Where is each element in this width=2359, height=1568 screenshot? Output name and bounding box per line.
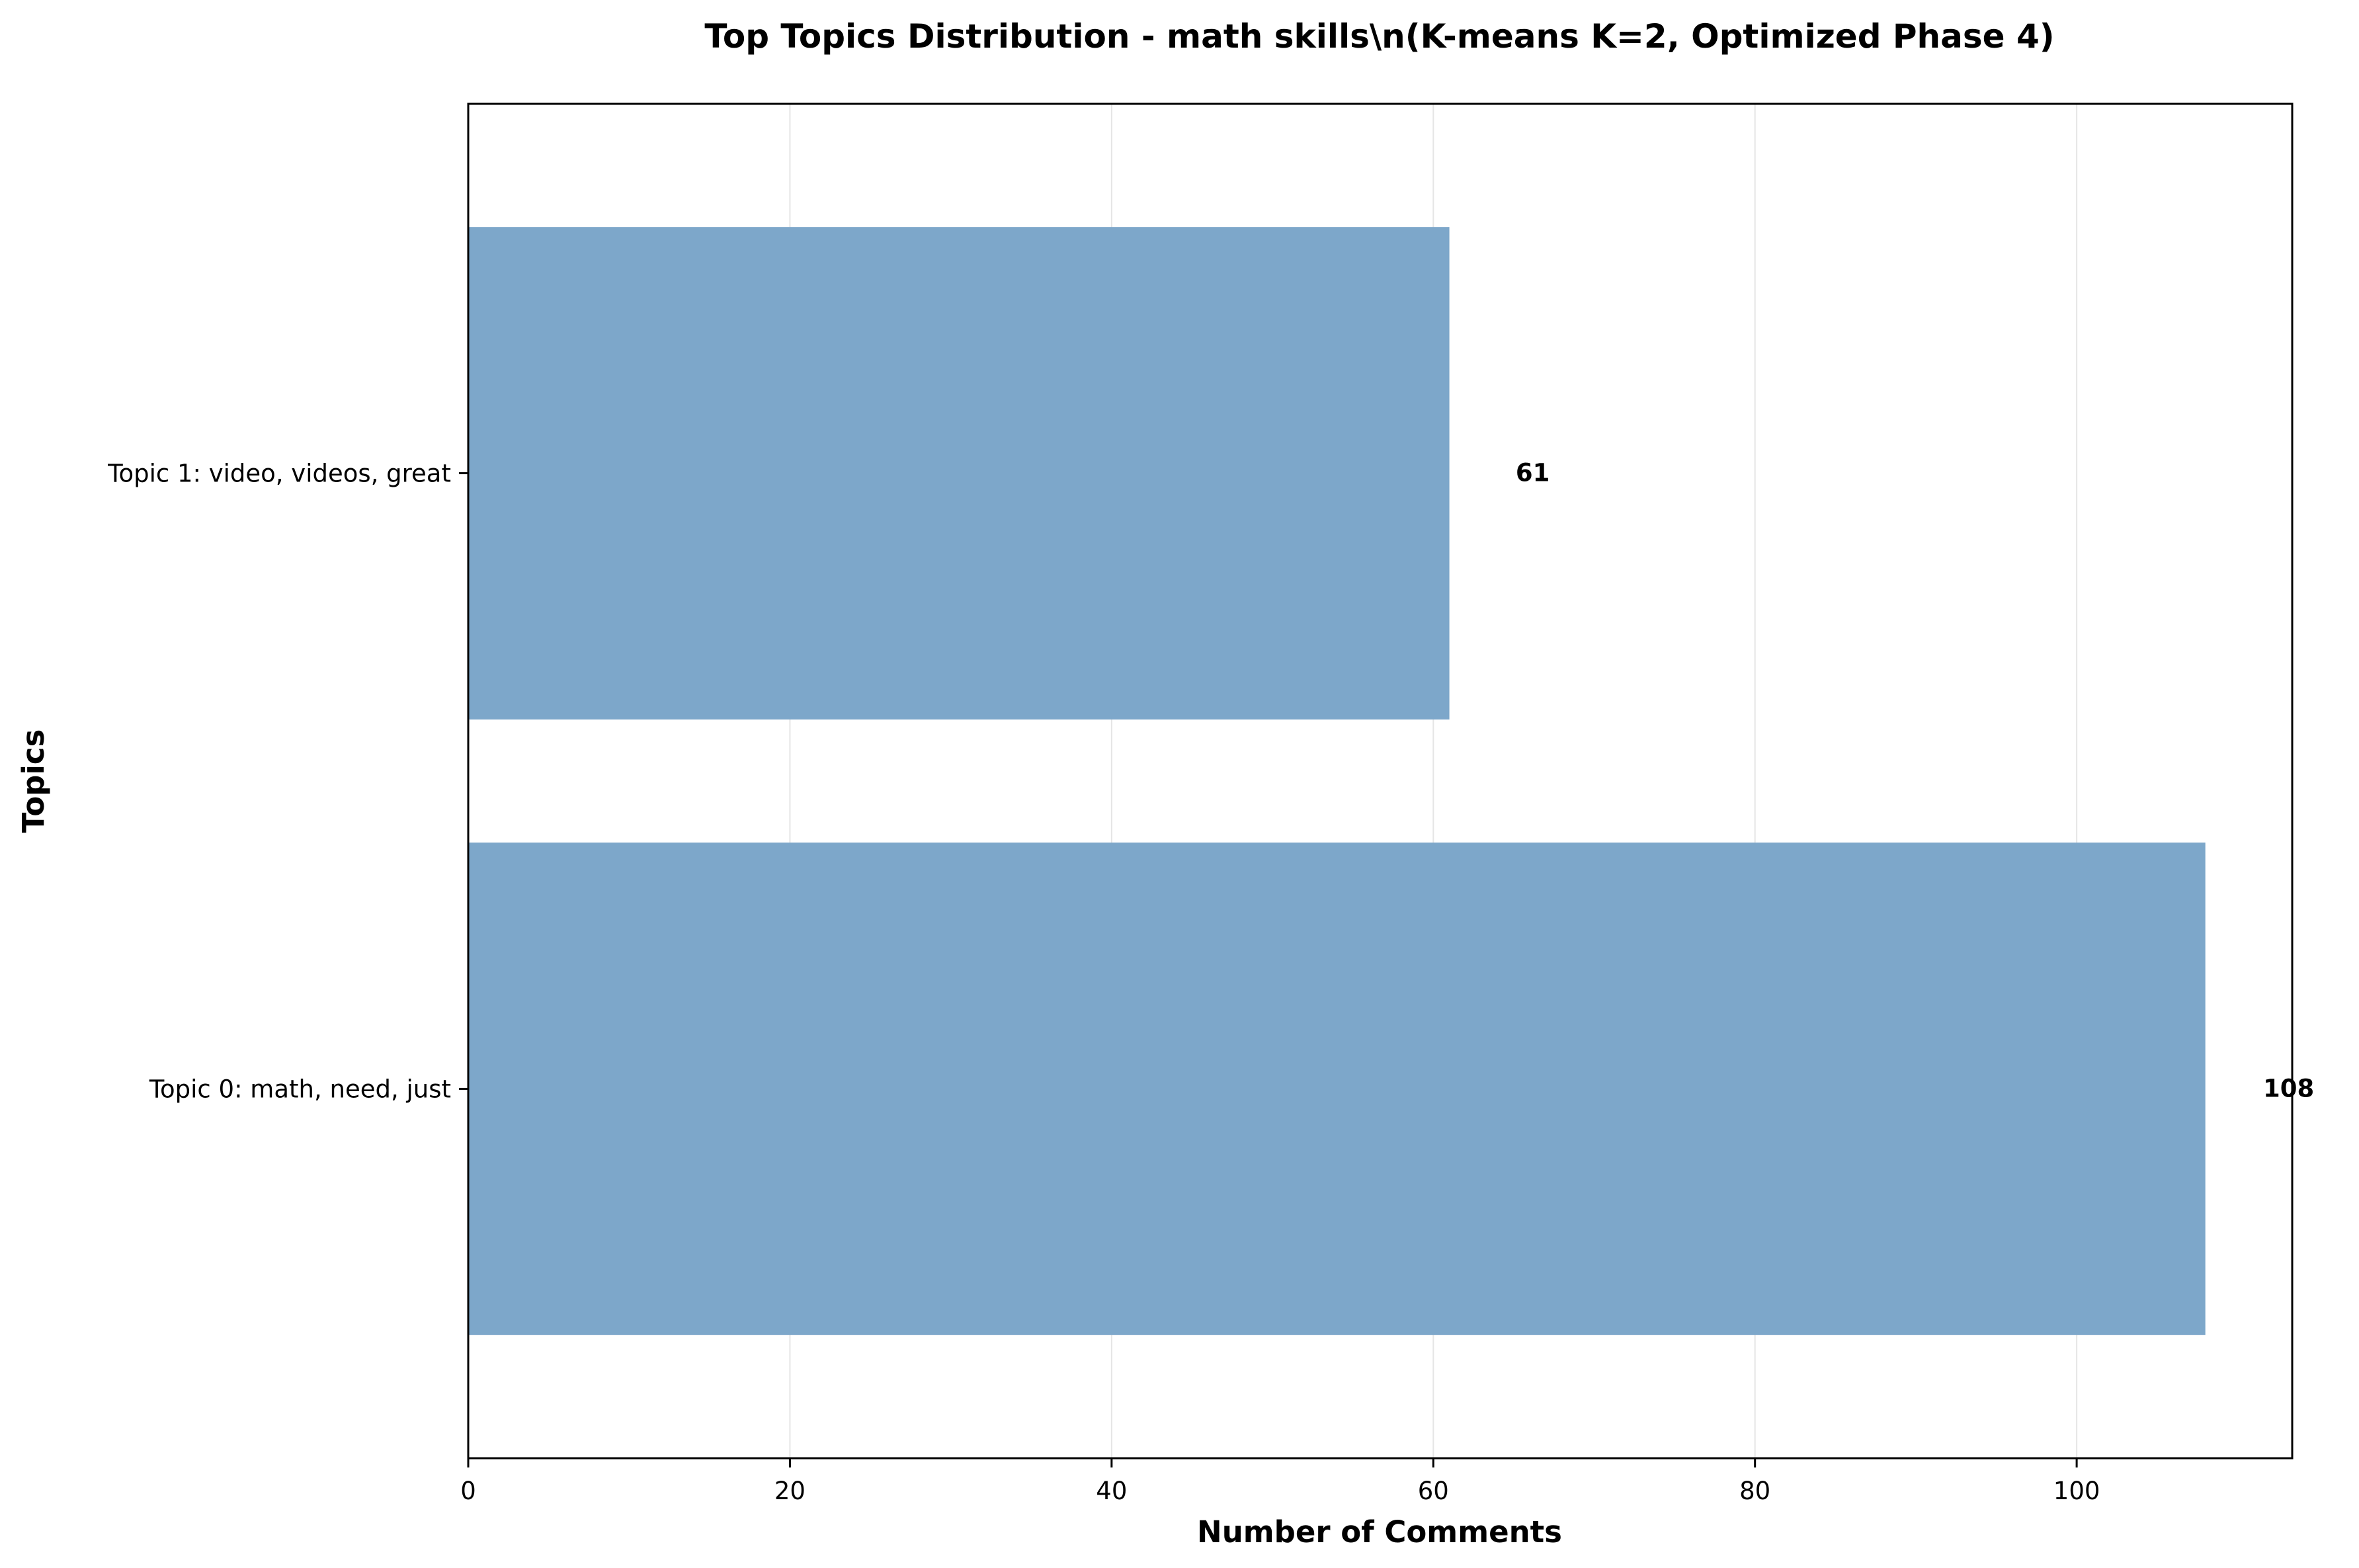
x-tick-label: 80 [1739,1477,1770,1505]
x-axis-label: Number of Comments [1197,1514,1562,1549]
y-axis-ticks: Topic 1: video, videos, great Topic 0: ma… [107,460,468,1103]
x-tick-label: 0 [460,1477,476,1505]
y-tick-label: Topic 0: math, need, just [149,1075,451,1103]
plot-frame [467,103,2294,1460]
bars [468,227,2206,1335]
y-axis-label: Topics [16,729,51,833]
x-tick-label: 20 [774,1477,806,1505]
data-label: 108 [2263,1074,2314,1102]
x-tick-label: 40 [1096,1477,1127,1505]
data-label: 61 [1516,459,1550,487]
data-labels: 61 108 [1516,459,2314,1103]
axes [467,103,2294,1460]
y-tick-label: Topic 1: video, videos, great [107,460,451,488]
x-axis-ticks: 0 20 40 60 80 100 [460,1458,2100,1505]
bar [468,227,1450,720]
x-tick-label: 100 [2053,1477,2100,1505]
chart-title: Top Topics Distribution - math skills\n(… [704,17,2054,56]
x-tick-label: 60 [1418,1477,1449,1505]
bar [468,843,2206,1335]
